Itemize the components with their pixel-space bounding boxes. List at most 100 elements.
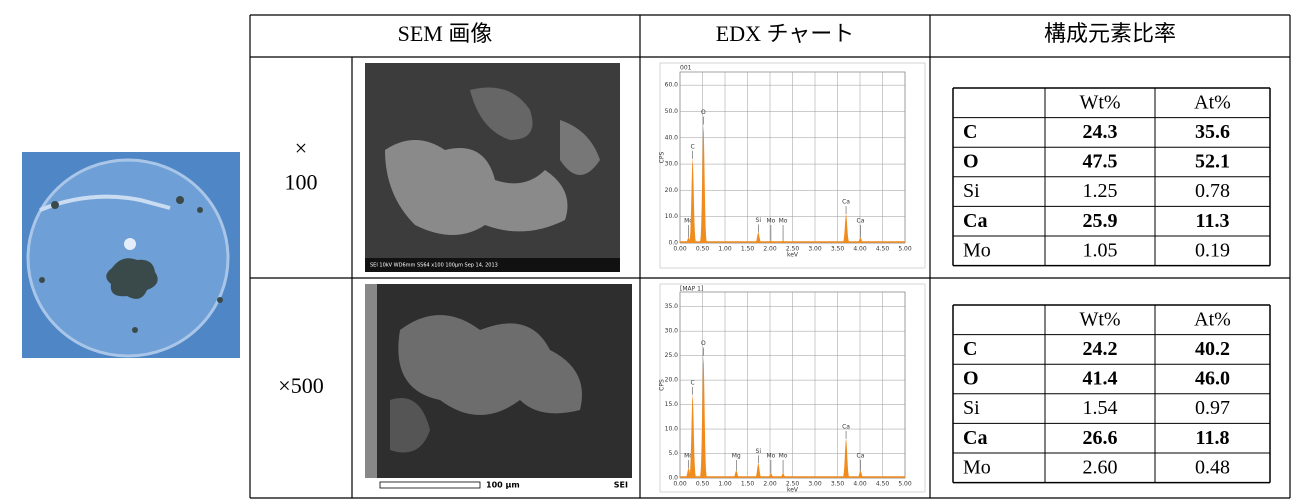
x-tick-label: 4.50 <box>876 246 890 253</box>
comp-wt: 41.4 <box>1083 368 1118 390</box>
comp-element: Ca <box>963 427 987 449</box>
edx-xlabel: keV <box>787 487 799 494</box>
comp-at: 46.0 <box>1195 368 1230 390</box>
peak-label: Mo <box>766 218 775 225</box>
comp-element: C <box>963 338 977 360</box>
x-tick-label: 5.00 <box>898 246 912 253</box>
edx-peak <box>855 237 866 243</box>
x-tick-label: 1.00 <box>718 246 732 253</box>
edx-peak <box>840 214 852 243</box>
magnification: 100 <box>285 170 318 195</box>
edx-peak <box>777 473 789 478</box>
comp-wt: 1.05 <box>1083 239 1118 261</box>
peak-label: Ca <box>842 199 850 206</box>
peak-label: Mo <box>766 453 775 460</box>
comp-element: O <box>963 368 979 390</box>
comp-at: 0.48 <box>1195 456 1230 478</box>
peak-label: Mo <box>684 453 693 460</box>
comp-element: O <box>963 151 979 173</box>
edx-peak <box>752 232 764 243</box>
comp-at: 11.3 <box>1196 210 1230 232</box>
edx-peak <box>840 438 852 478</box>
header-edx: EDX チャート <box>716 21 855 46</box>
edx-peak <box>855 470 866 478</box>
edx-peak <box>687 394 698 478</box>
edx-peak <box>765 240 777 243</box>
x-tick-label: 2.50 <box>786 481 800 488</box>
edx-peak <box>698 124 709 243</box>
x-tick-label: 2.00 <box>763 481 777 488</box>
y-tick-label: 50.0 <box>665 108 679 115</box>
edx-ylabel: CPS <box>659 152 666 164</box>
magnification: × <box>295 136 307 161</box>
magnification: ×500 <box>278 373 323 398</box>
y-tick-label: 35.0 <box>665 303 679 310</box>
comp-header: At% <box>1194 91 1231 113</box>
y-tick-label: 30.0 <box>665 328 679 335</box>
header-ratio: 構成元素比率 <box>1044 21 1176 46</box>
comp-element: Ca <box>963 210 987 232</box>
edx-peak <box>765 473 777 478</box>
x-tick-label: 5.00 <box>898 481 912 488</box>
comp-at: 52.1 <box>1195 151 1230 173</box>
table-grid <box>249 14 1291 499</box>
peak-label: C <box>690 379 694 386</box>
x-tick-label: 1.00 <box>718 481 732 488</box>
y-tick-label: 60.0 <box>665 82 679 89</box>
peak-label: Mg <box>732 453 741 460</box>
x-tick-label: 0.50 <box>696 246 710 253</box>
y-tick-label: 0.0 <box>668 240 678 247</box>
y-tick-label: 20.0 <box>665 377 679 384</box>
comp-element: Mo <box>963 456 991 478</box>
comp-wt: 1.54 <box>1083 397 1118 419</box>
peak-label: Si <box>756 217 762 224</box>
comp-wt: 47.5 <box>1083 151 1118 173</box>
header-sem: SEM 画像 <box>398 21 493 46</box>
edx-peak <box>683 468 694 478</box>
x-tick-label: 3.50 <box>831 246 845 253</box>
x-tick-label: 0.00 <box>673 481 687 488</box>
comp-wt: 24.3 <box>1083 121 1118 143</box>
x-tick-label: 1.50 <box>741 481 755 488</box>
comp-at: 0.78 <box>1195 180 1230 202</box>
edx-peak <box>777 240 789 243</box>
x-tick-label: 0.00 <box>673 246 687 253</box>
sample-photo <box>22 152 240 358</box>
comp-element: Mo <box>963 239 991 261</box>
y-tick-label: 40.0 <box>665 134 679 141</box>
y-tick-label: 10.0 <box>665 426 679 433</box>
peak-label: C <box>690 143 694 150</box>
comp-wt: 1.25 <box>1083 180 1118 202</box>
peak-label: Ca <box>842 423 850 430</box>
x-tick-label: 3.50 <box>831 481 845 488</box>
edx-peak <box>752 463 764 478</box>
comp-wt: 25.9 <box>1083 210 1118 232</box>
comp-wt: 24.2 <box>1083 338 1118 360</box>
y-tick-label: 10.0 <box>665 213 679 220</box>
x-tick-label: 3.00 <box>808 481 822 488</box>
comp-header: Wt% <box>1079 308 1120 330</box>
edx-ylabel: CPS <box>659 379 666 391</box>
edx-peak <box>698 355 709 478</box>
edx-xlabel: keV <box>787 252 799 259</box>
comp-wt: 2.60 <box>1083 456 1118 478</box>
x-tick-label: 1.50 <box>741 246 755 253</box>
y-tick-label: 5.0 <box>668 450 678 457</box>
y-tick-label: 0.0 <box>668 475 678 482</box>
comp-at: 0.97 <box>1195 397 1230 419</box>
peak-label: Mo <box>779 218 788 225</box>
peak-label: Ca <box>857 453 865 460</box>
peak-label: O <box>701 109 706 116</box>
comp-header: Wt% <box>1079 91 1120 113</box>
peak-label: Mo <box>684 218 693 225</box>
peak-label: Si <box>756 448 762 455</box>
sem-image <box>365 63 620 272</box>
edx-peak <box>687 158 698 243</box>
peak-label: Ca <box>857 218 865 225</box>
x-tick-label: 0.50 <box>696 481 710 488</box>
edx-title: 001 <box>680 65 692 72</box>
comp-element: Si <box>963 180 980 202</box>
sem-info: SEI 10kV WD6mm SS64 x100 100μm Sep 14, 2… <box>370 263 498 269</box>
